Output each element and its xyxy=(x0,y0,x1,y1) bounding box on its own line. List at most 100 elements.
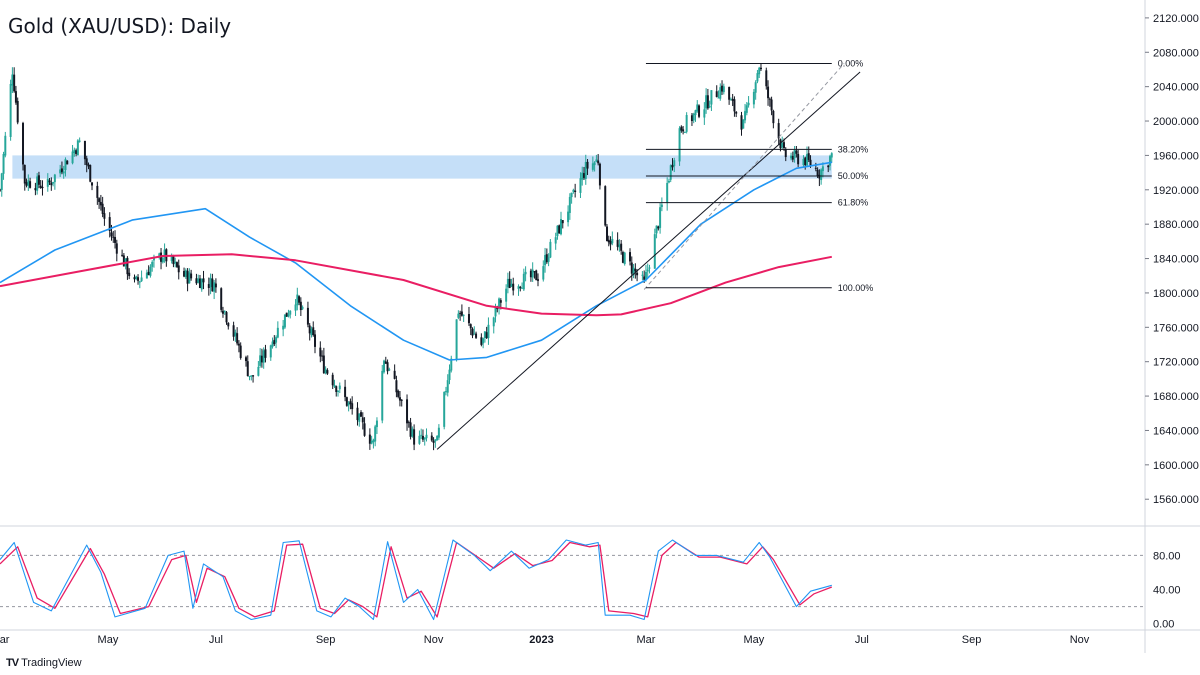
candle-body xyxy=(678,128,681,162)
candle-body xyxy=(48,180,51,183)
candle-body xyxy=(22,123,25,165)
candle-body xyxy=(519,287,522,289)
time-tick-label: Jul xyxy=(855,634,869,646)
candle-body xyxy=(331,374,334,386)
candle-body xyxy=(728,87,731,100)
candle-body xyxy=(411,428,414,437)
candle-body xyxy=(14,91,17,103)
candle-body xyxy=(223,310,226,313)
candle-body xyxy=(358,413,361,422)
candle-body xyxy=(400,399,403,401)
candle-body xyxy=(99,201,102,206)
candle-body xyxy=(754,82,757,93)
candle-body xyxy=(271,341,274,347)
candle-body xyxy=(398,397,401,401)
candle-body xyxy=(246,361,249,377)
candle-body xyxy=(418,435,421,444)
candle-body xyxy=(138,281,141,283)
candle-body xyxy=(791,155,794,160)
candle-body xyxy=(821,166,824,172)
candle-body xyxy=(752,91,755,105)
candle-body xyxy=(85,158,88,166)
candle-body xyxy=(282,325,285,330)
candle-body xyxy=(671,164,674,168)
candle-body xyxy=(200,278,203,290)
price-tick-label: 1640.000 xyxy=(1153,425,1199,437)
candle-body xyxy=(620,243,623,251)
candle-body xyxy=(797,153,800,165)
candle-body xyxy=(584,161,587,179)
footer-brand[interactable]: TV TradingView xyxy=(6,657,82,669)
candle-body xyxy=(533,271,536,273)
chart-title: Gold (XAU/USD): Daily xyxy=(8,14,232,38)
candle-body xyxy=(298,296,301,303)
candle-body xyxy=(542,266,545,280)
candle-body xyxy=(482,338,485,344)
candle-body xyxy=(137,277,140,281)
price-tick-label: 1760.000 xyxy=(1153,322,1199,334)
candle-body xyxy=(9,83,12,137)
candle-body xyxy=(25,182,28,186)
candle-body xyxy=(91,182,94,186)
candle-body xyxy=(62,171,65,174)
candle-body xyxy=(335,386,338,392)
sma-200-line xyxy=(0,253,832,317)
candle-body xyxy=(770,99,773,111)
candle-body xyxy=(742,119,745,129)
candle-body xyxy=(745,105,748,113)
candle-body xyxy=(446,380,449,393)
candle-body xyxy=(469,324,472,329)
candle-body xyxy=(423,437,426,440)
candle-body xyxy=(145,272,148,279)
candle-body xyxy=(708,105,711,108)
candle-body xyxy=(52,181,55,184)
candle-body xyxy=(195,278,198,284)
candle-body xyxy=(375,420,378,428)
candle-body xyxy=(397,390,400,397)
candle-body xyxy=(432,440,435,443)
candle-body xyxy=(161,257,164,263)
candle-body xyxy=(110,232,113,237)
candle-body xyxy=(347,402,350,406)
candle-body xyxy=(591,163,594,170)
candle-body xyxy=(680,126,683,131)
candle-body xyxy=(184,270,187,278)
time-tick-label: May xyxy=(98,634,119,646)
candle-body xyxy=(814,167,817,169)
candle-body xyxy=(648,267,651,269)
candle-body xyxy=(644,271,647,280)
candle-body xyxy=(264,349,267,358)
candle-body xyxy=(471,328,474,336)
candle-body xyxy=(289,310,292,315)
candle-body xyxy=(59,169,62,174)
candle-body xyxy=(337,390,340,392)
candle-body xyxy=(437,427,440,438)
candle-body xyxy=(170,256,173,261)
candle-body xyxy=(556,225,559,237)
candle-body xyxy=(248,375,251,377)
candle-body xyxy=(443,391,446,427)
price-tick-label: 1720.000 xyxy=(1153,357,1199,369)
candle-body xyxy=(522,273,525,290)
candle-body xyxy=(816,169,819,177)
candle-body xyxy=(96,185,99,198)
candle-body xyxy=(149,266,152,276)
candle-body xyxy=(604,186,607,226)
candle-body xyxy=(103,213,106,219)
candle-body xyxy=(384,361,387,364)
time-tick-label: Mar xyxy=(636,634,655,646)
sma-100-line xyxy=(0,161,832,361)
candle-body xyxy=(407,421,410,423)
uptrend-line[interactable] xyxy=(436,71,861,450)
candle-body xyxy=(632,267,635,276)
candle-body xyxy=(621,252,624,263)
candle-body xyxy=(78,140,81,142)
price-tick-label: 1560.000 xyxy=(1153,494,1199,506)
candle-body xyxy=(420,434,423,436)
candle-body xyxy=(262,350,265,363)
candle-body xyxy=(190,273,193,279)
candle-body xyxy=(593,162,596,166)
candle-body xyxy=(225,312,228,323)
candle-body xyxy=(475,333,478,338)
